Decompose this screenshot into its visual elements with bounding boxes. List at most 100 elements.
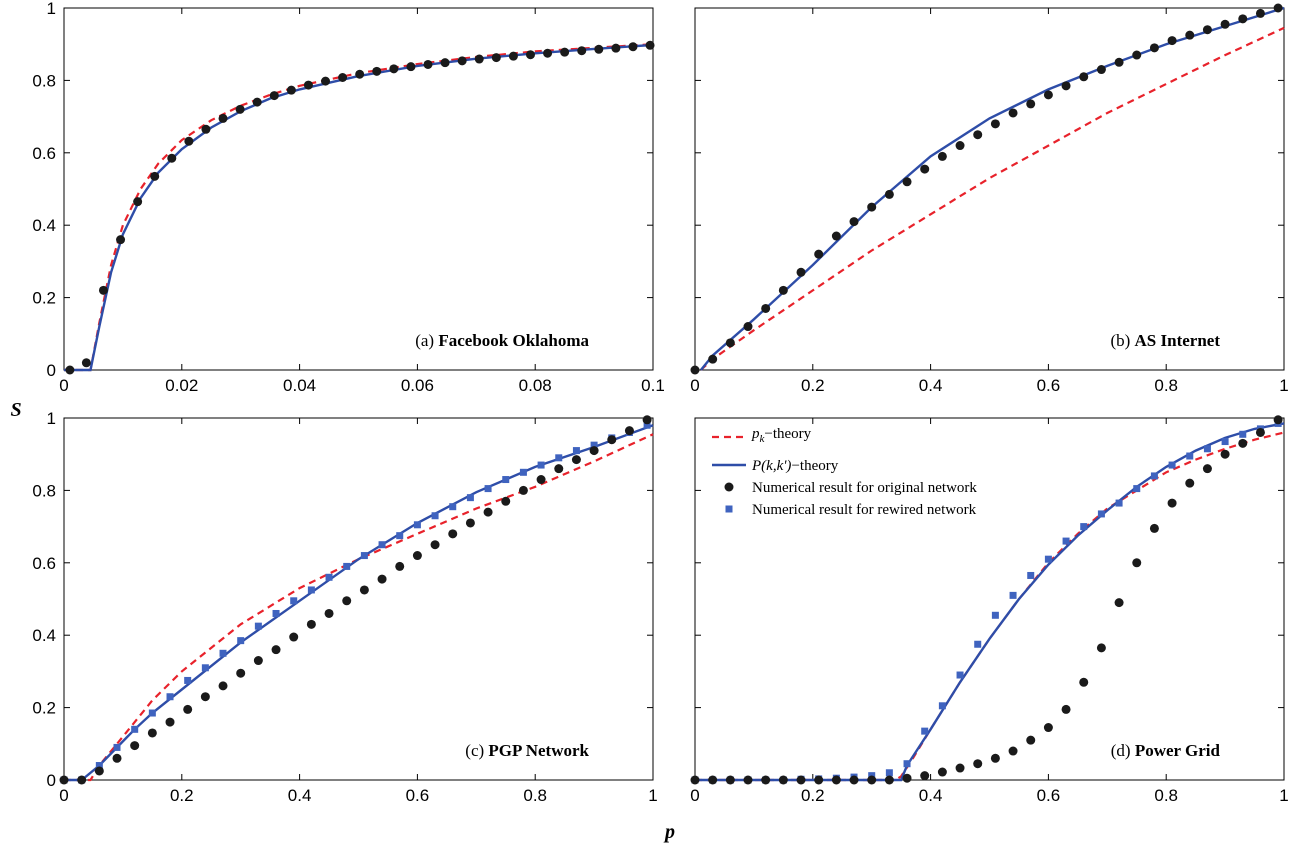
rewired-point	[237, 637, 245, 645]
panel-c: 0 0.2 0.4 0.6 0.8 1 0 0.2 0.4 0.6 0.8 1 (c) PGP Netw…	[32, 409, 657, 805]
panel-title: (d) Power Grid	[1111, 741, 1221, 760]
original-point	[1096, 643, 1106, 653]
original-point	[884, 189, 894, 199]
rewired-point	[343, 562, 351, 570]
original-point	[218, 681, 228, 691]
original-point	[589, 446, 599, 456]
x-tick-label: 0.6	[1037, 376, 1061, 395]
original-point	[725, 338, 735, 348]
original-point	[761, 775, 771, 785]
original-point	[1273, 415, 1283, 425]
y-tick-label: 0	[47, 361, 56, 380]
original-point	[94, 766, 104, 776]
x-tick-label: 0.4	[288, 786, 312, 805]
rewired-point	[449, 503, 457, 511]
rewired-point	[1009, 591, 1017, 599]
rewired-point	[643, 421, 651, 429]
original-point	[130, 741, 140, 751]
original-point	[1026, 99, 1036, 109]
original-point	[831, 231, 841, 241]
rewired-point	[113, 743, 121, 751]
x-tick-label: 0.8	[1154, 376, 1178, 395]
original-point	[324, 608, 334, 618]
rewired-point	[1097, 510, 1105, 518]
x-tick-label: 0.04	[283, 376, 316, 395]
rewired-point	[938, 702, 946, 710]
rewired-point	[590, 441, 598, 449]
original-point	[849, 217, 859, 227]
original-point	[1220, 19, 1230, 29]
original-point	[1185, 478, 1195, 488]
original-point	[430, 540, 440, 550]
original-point	[165, 717, 175, 727]
original-point	[849, 775, 859, 785]
original-point	[973, 130, 983, 140]
original-point	[1114, 598, 1124, 608]
original-point	[289, 632, 299, 642]
x-tick-label: 0.6	[406, 786, 430, 805]
rewired-point	[1027, 571, 1035, 579]
y-tick-label: 0.6	[32, 144, 56, 163]
original-point	[501, 496, 511, 506]
original-point	[355, 69, 365, 79]
original-point	[1202, 464, 1212, 474]
original-point	[98, 285, 108, 295]
original-point	[990, 119, 1000, 129]
original-point	[269, 91, 279, 101]
original-point	[628, 42, 638, 52]
original-point	[65, 365, 75, 375]
x-tick-label: 0	[690, 376, 699, 395]
rewired-point	[466, 494, 474, 502]
rewired-point	[956, 671, 964, 679]
original-point	[937, 767, 947, 777]
panel-title: (b) AS Internet	[1110, 331, 1220, 350]
original-point	[796, 267, 806, 277]
rewired-point	[1203, 445, 1211, 453]
panel-d: 0 0.2 0.4 0.6 0.8 1 (d) Power Grid	[690, 415, 1289, 805]
original-point	[1202, 25, 1212, 35]
original-point	[1043, 90, 1053, 100]
x-tick-label: 0.4	[919, 376, 943, 395]
original-point	[81, 358, 91, 368]
rewired-point	[537, 461, 545, 469]
original-point	[1008, 746, 1018, 756]
original-point	[867, 775, 877, 785]
legend-rewired-label: Numerical result for rewired network	[752, 502, 977, 518]
original-point	[831, 775, 841, 785]
x-axis-label: p	[663, 821, 675, 843]
original-point	[708, 775, 718, 785]
original-point	[116, 235, 126, 245]
legend-original-marker	[724, 482, 734, 492]
rewired-point	[991, 611, 999, 619]
original-point	[525, 50, 535, 60]
original-point	[955, 763, 965, 773]
rewired-point	[184, 676, 192, 684]
rewired-point	[1239, 430, 1247, 438]
panel-title: (c) PGP Network	[465, 741, 589, 760]
rewired-point	[431, 512, 439, 520]
original-point	[457, 56, 467, 66]
legend-original-label: Numerical result for original network	[752, 480, 977, 496]
x-tick-label: 0.6	[1037, 786, 1061, 805]
rewired-point	[360, 552, 368, 560]
panel-title: (a) Facebook Oklahoma	[415, 331, 589, 350]
original-point	[406, 62, 416, 72]
original-point	[611, 43, 621, 53]
original-point	[389, 64, 399, 74]
rewired-point	[272, 609, 280, 617]
series-pk-theory	[700, 26, 1285, 371]
original-point	[624, 426, 634, 436]
original-point	[306, 619, 316, 629]
original-point	[761, 303, 771, 313]
original-point	[937, 151, 947, 161]
rewired-point	[484, 485, 492, 493]
original-point	[303, 80, 313, 90]
y-tick-label: 0	[47, 771, 56, 790]
original-point	[218, 113, 228, 123]
original-point	[1043, 723, 1053, 733]
original-point	[1238, 14, 1248, 24]
original-point	[147, 728, 157, 738]
x-tick-label: 0.2	[801, 376, 825, 395]
x-tick-label: 0	[59, 376, 68, 395]
